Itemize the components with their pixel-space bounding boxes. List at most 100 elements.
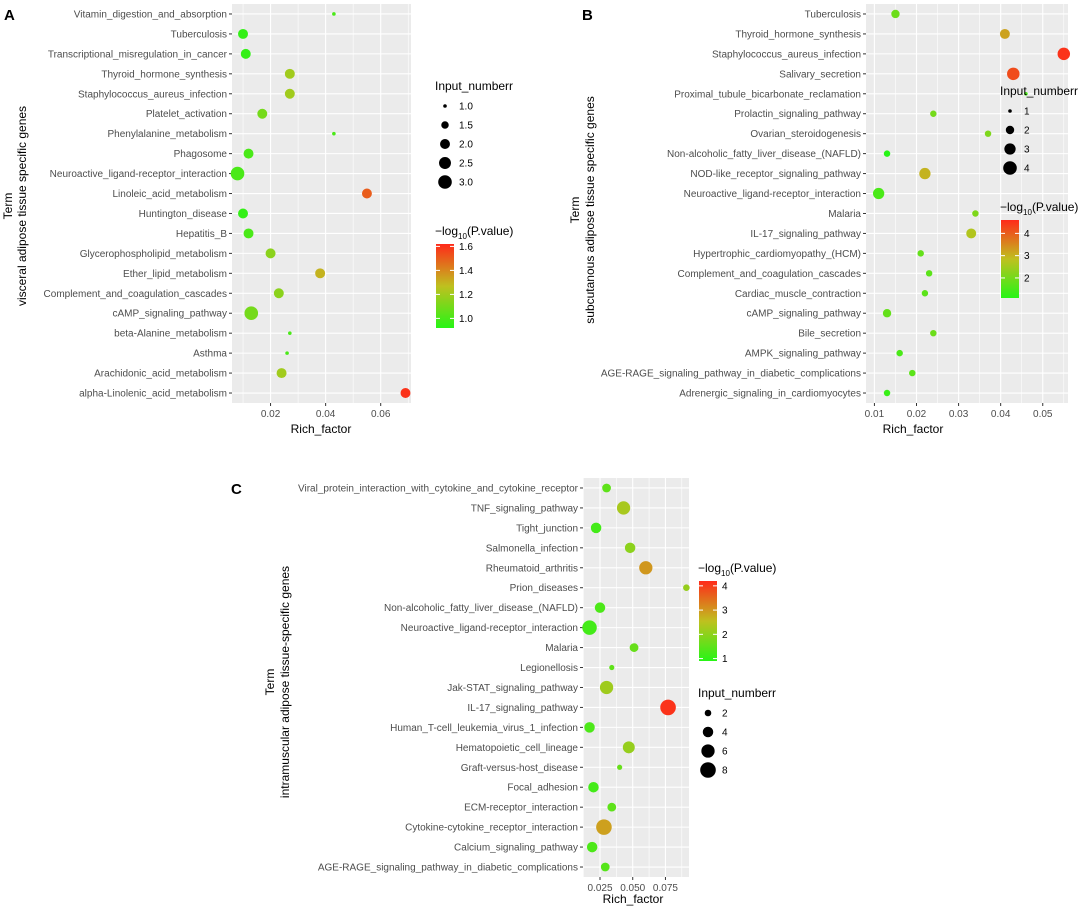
term-label: Neuroactive_ligand-receptor_interaction — [401, 623, 578, 634]
color-legend-label: 4 — [722, 581, 728, 592]
x-tick-label: 0.02 — [261, 409, 281, 420]
data-point — [930, 110, 937, 117]
plot-background — [232, 4, 411, 403]
term-label: Legionellosis — [520, 663, 578, 674]
term-label: alpha-Linolenic_acid_metabolism — [79, 389, 227, 400]
x-axis-title: Rich_factor — [883, 422, 944, 436]
size-legend-label: 2.5 — [459, 159, 473, 170]
data-point — [629, 643, 639, 652]
term-label: Hematopoietic_cell_lineage — [456, 743, 579, 754]
term-label: Salivary_secretion — [779, 69, 861, 80]
data-point — [284, 68, 295, 79]
data-point — [624, 542, 636, 554]
data-point — [243, 148, 254, 159]
term-label: Non-alcoholic_fatty_liver_disease_(NAFLD… — [384, 603, 578, 614]
data-point — [276, 368, 287, 379]
color-legend-title: −log10(P.value) — [698, 561, 776, 578]
y-axis-title-term: Term — [263, 669, 277, 696]
data-point — [1024, 91, 1028, 96]
size-legend: Input_numberr 1.0 1.5 2.0 2.5 3.0 — [435, 79, 513, 189]
size-legend-key — [438, 175, 452, 189]
y-axis-title-group: visceral adipose tissue specific genes — [15, 106, 29, 306]
term-label: beta-Alanine_metabolism — [114, 329, 227, 340]
term-label: Hepatitis_B — [176, 229, 227, 240]
term-label: Prolactin_signaling_pathway — [734, 109, 861, 120]
plot-background — [866, 4, 1068, 403]
x-tick-label: 0.025 — [587, 883, 612, 894]
term-label: Complement_and_coagulation_cascades — [678, 269, 861, 280]
data-point — [617, 764, 623, 770]
data-point — [588, 781, 599, 793]
data-point — [891, 9, 900, 19]
data-point — [244, 306, 259, 321]
term-label: Transcriptional_misregulation_in_cancer — [48, 49, 228, 60]
term-label: ECM-receptor_interaction — [464, 803, 578, 814]
term-label: Phagosome — [174, 149, 228, 160]
term-label: Malaria — [828, 209, 861, 220]
color-legend-bar — [1001, 220, 1019, 298]
term-label: Proximal_tubule_bicarbonate_reclamation — [674, 89, 861, 100]
size-legend-label: 1.0 — [459, 102, 473, 113]
data-point — [400, 388, 411, 398]
color-legend-label: 1.0 — [459, 314, 473, 325]
size-legend-label: 6 — [722, 747, 728, 758]
term-label: Tight_junction — [516, 523, 578, 534]
term-label: Ether_lipid_metabolism — [123, 269, 227, 280]
data-point — [602, 483, 611, 493]
term-label: Glycerophospholipid_metabolism — [80, 249, 227, 260]
x-tick-label: 0.06 — [371, 409, 391, 420]
panel-label: B — [582, 7, 593, 24]
data-point — [273, 288, 284, 299]
data-point — [240, 48, 251, 59]
term-label: Human_T-cell_leukemia_virus_1_infection — [390, 723, 578, 734]
term-label: Thyroid_hormone_synthesis — [101, 69, 227, 80]
color-legend-bar — [436, 244, 454, 328]
data-point — [288, 331, 292, 335]
size-legend: Input_numberr 1 2 3 4 — [1000, 84, 1078, 175]
data-point — [919, 167, 931, 180]
term-label: Focal_adhesion — [507, 783, 578, 794]
x-tick-label: 0.02 — [907, 409, 927, 420]
data-point — [238, 208, 248, 219]
x-axis-title: Rich_factor — [603, 892, 664, 906]
panel-c: C 0.025 0.050 0.075 Viral_protein_interactio… — [231, 478, 776, 906]
data-point — [921, 290, 929, 297]
x-tick-label: 0.04 — [991, 409, 1011, 420]
term-label: Arachidonic_acid_metabolism — [94, 369, 227, 380]
color-legend-title: −log10(P.value) — [1000, 200, 1078, 217]
data-point — [284, 88, 295, 99]
data-point — [584, 722, 595, 733]
data-point — [609, 664, 615, 671]
x-tick-label: 0.075 — [653, 883, 678, 894]
x-tick-label: 0.04 — [316, 409, 336, 420]
size-legend-key — [439, 157, 451, 169]
term-label: AGE-RAGE_signaling_pathway_in_diabetic_c… — [601, 369, 861, 380]
term-label: Cardiac_muscle_contraction — [735, 289, 861, 300]
term-label: Adrenergic_signaling_in_cardiomyocytes — [679, 389, 861, 400]
size-legend-label: 1 — [1024, 107, 1030, 118]
size-legend-key — [1008, 109, 1012, 113]
color-legend-bar — [699, 581, 717, 661]
size-legend-label: 2 — [1024, 126, 1030, 137]
data-point — [984, 130, 992, 137]
term-label: Malaria — [545, 643, 578, 654]
size-legend-label: 2.0 — [459, 140, 473, 151]
data-point — [586, 841, 598, 853]
term-label: Staphylococcus_aureus_infection — [712, 49, 861, 60]
term-label: Rheumatoid_arthritis — [486, 563, 578, 574]
x-tick-label: 0.05 — [1033, 409, 1053, 420]
size-legend-label: 4 — [1024, 164, 1030, 175]
term-label: Linoleic_acid_metabolism — [112, 189, 227, 200]
color-legend: −log10(P.value) 1.0 1.2 1.4 1.6 — [435, 224, 513, 328]
term-label: Asthma — [193, 349, 227, 360]
data-point — [607, 802, 617, 812]
color-legend-label: 1.2 — [459, 290, 473, 301]
panel-a: A 0.02 0.04 0.06 Vitamin_digestion_and_absor… — [1, 4, 513, 436]
data-point — [966, 228, 977, 239]
color-legend-label: 3 — [1024, 251, 1030, 262]
data-point — [999, 28, 1010, 39]
size-legend-key — [1004, 143, 1016, 155]
data-point — [683, 584, 690, 592]
size-legend-label: 4 — [722, 728, 728, 739]
size-legend-label: 3 — [1024, 145, 1030, 156]
